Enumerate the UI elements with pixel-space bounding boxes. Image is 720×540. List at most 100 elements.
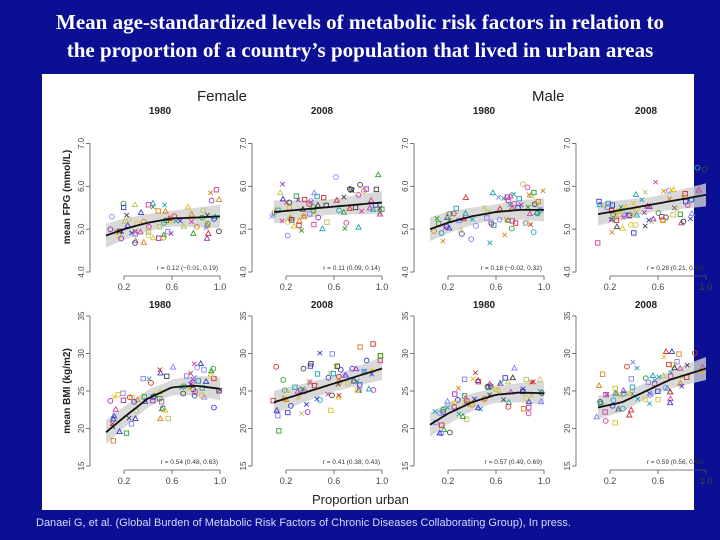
x-tick-label: 0.6 bbox=[490, 282, 503, 292]
scatter-point bbox=[613, 217, 620, 224]
citation: Danaei G, et al. (Global Burden of Metab… bbox=[36, 517, 571, 529]
scatter-point bbox=[126, 415, 132, 421]
correlation-annotation: r = 0.54 (0.48, 0.63) bbox=[161, 459, 218, 466]
x-tick-label: 1.0 bbox=[214, 282, 227, 292]
scatter-point bbox=[452, 391, 458, 397]
y-tick-label: 6.0 bbox=[563, 180, 572, 192]
panel-year-title: 2008 bbox=[635, 106, 658, 117]
scatter-point bbox=[652, 380, 658, 387]
scatter-point bbox=[298, 227, 305, 234]
scatter-point bbox=[283, 386, 291, 393]
scatter-point bbox=[445, 211, 451, 217]
scatter-point bbox=[156, 224, 163, 230]
y-tick-label: 5.0 bbox=[563, 223, 572, 235]
scatter-point bbox=[107, 398, 114, 404]
y-tick-label: 4.0 bbox=[239, 266, 248, 278]
scatter-point bbox=[627, 406, 635, 413]
scatter-point bbox=[530, 379, 536, 385]
scatter-point bbox=[440, 238, 446, 244]
figure-panel-grid: Female Male 1980 mean FPG (mmol/L) 4.0 5.0 6… bbox=[42, 74, 712, 510]
chart-panel-7: 1980 15 20 25 30 35 0.2 0.6 1.0 r = 0.57 (0.49, 0… bbox=[401, 300, 550, 486]
scatter-point bbox=[635, 396, 641, 402]
scatter-point bbox=[280, 376, 287, 383]
scatter-point bbox=[626, 213, 633, 219]
fitted-curve bbox=[273, 201, 383, 213]
scatter-point bbox=[524, 184, 531, 191]
scatter-point bbox=[208, 190, 214, 196]
scatter-point bbox=[653, 179, 659, 185]
scatter-point bbox=[328, 407, 334, 414]
y-tick-label: 30 bbox=[239, 349, 248, 358]
scatter-point bbox=[535, 198, 541, 205]
scatter-point bbox=[377, 352, 384, 359]
scatter-point bbox=[126, 216, 132, 222]
scatter-point bbox=[504, 378, 512, 385]
scatter-point bbox=[593, 413, 600, 420]
x-tick-label: 0.2 bbox=[604, 282, 617, 292]
scatter-point bbox=[652, 377, 658, 384]
scatter-point bbox=[520, 406, 527, 412]
y-tick-label: 35 bbox=[77, 311, 86, 320]
scatter-point bbox=[162, 202, 168, 208]
scatter-point bbox=[116, 428, 123, 434]
scatter-point bbox=[345, 380, 351, 386]
scatter-point bbox=[120, 397, 127, 403]
scatter-point bbox=[286, 199, 293, 206]
scatter-point bbox=[333, 363, 339, 369]
scatter-point bbox=[501, 397, 507, 403]
scatter-point bbox=[333, 174, 339, 180]
scatter-point bbox=[377, 205, 383, 211]
scatter-point bbox=[359, 208, 365, 214]
scatter-point bbox=[324, 219, 330, 225]
scatter-point bbox=[656, 374, 662, 380]
scatter-point bbox=[123, 430, 130, 436]
scatter-point bbox=[276, 189, 284, 196]
scatter-point bbox=[602, 418, 609, 424]
scatter-point bbox=[145, 229, 152, 235]
y-tick-label: 35 bbox=[401, 311, 410, 320]
scatter-point bbox=[336, 392, 342, 398]
scatter-point bbox=[609, 402, 616, 409]
scatter-point bbox=[670, 212, 676, 218]
scatter-point bbox=[165, 228, 171, 235]
y-tick-label: 20 bbox=[239, 424, 248, 433]
scatter-point bbox=[376, 210, 384, 217]
y-axis-label: mean FPG (mmol/L) bbox=[62, 150, 73, 244]
scatter-point bbox=[536, 375, 544, 382]
scatter-point bbox=[611, 389, 619, 396]
scatter-point bbox=[300, 386, 306, 392]
scatter-point bbox=[373, 186, 380, 193]
scatter-point bbox=[162, 207, 169, 214]
scatter-point bbox=[363, 186, 369, 192]
scatter-point bbox=[462, 193, 470, 200]
scatter-point bbox=[518, 202, 524, 208]
y-tick-label: 5.0 bbox=[239, 223, 248, 235]
x-tick-label: 0.2 bbox=[118, 282, 131, 292]
scatter-point bbox=[145, 202, 152, 208]
scatter-point bbox=[157, 369, 164, 376]
scatter-point bbox=[595, 240, 601, 246]
y-tick-label: 4.0 bbox=[77, 266, 86, 278]
scatter-point bbox=[655, 396, 661, 403]
scatter-point bbox=[208, 197, 215, 204]
y-tick-label: 7.0 bbox=[239, 137, 248, 149]
scatter-point bbox=[668, 373, 674, 380]
scatter-point bbox=[666, 361, 672, 368]
scatter-point bbox=[649, 372, 657, 379]
scatter-point bbox=[454, 397, 461, 403]
y-tick-label: 25 bbox=[77, 386, 86, 395]
scatter-point bbox=[120, 200, 127, 207]
scatter-point bbox=[625, 411, 633, 418]
y-tick-label: 25 bbox=[401, 386, 410, 395]
scatter-point bbox=[447, 429, 453, 436]
scatter-point bbox=[148, 380, 154, 386]
y-tick-label: 7.0 bbox=[77, 137, 86, 149]
scatter-point bbox=[631, 230, 637, 236]
scatter-point bbox=[676, 364, 684, 371]
correlation-annotation: r = 0.59 (0.56, 0.62) bbox=[647, 459, 704, 466]
scatter-point bbox=[352, 365, 360, 372]
scatter-point bbox=[472, 370, 478, 376]
scatter-point bbox=[642, 396, 648, 402]
x-tick-label: 0.6 bbox=[652, 282, 665, 292]
scatter-point bbox=[155, 235, 162, 241]
